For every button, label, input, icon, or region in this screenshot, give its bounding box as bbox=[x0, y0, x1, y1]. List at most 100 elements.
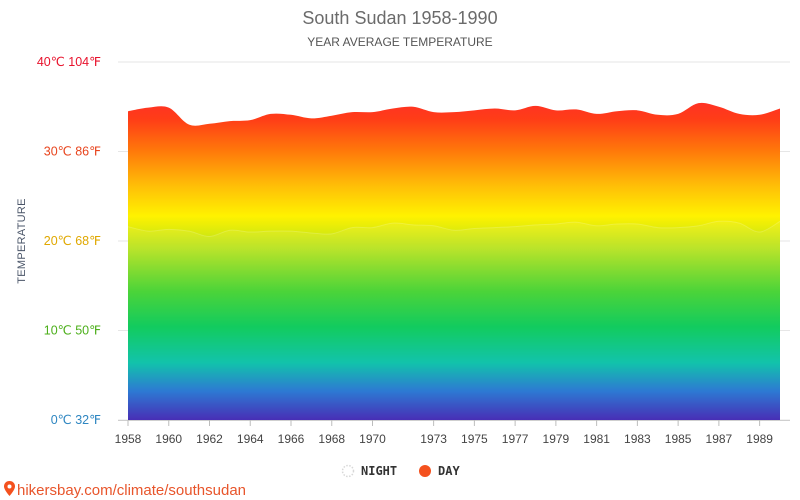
chart-title: South Sudan 1958-1990 bbox=[302, 8, 497, 28]
point-night-1985 bbox=[677, 227, 679, 229]
chart-subtitle: YEAR AVERAGE TEMPERATURE bbox=[307, 35, 492, 49]
point-night-1964 bbox=[249, 231, 251, 233]
y-tick-label-0: 0℃ 32℉ bbox=[51, 413, 101, 427]
legend-marker-day bbox=[419, 465, 431, 477]
point-night-1978 bbox=[535, 224, 537, 226]
legend-label-day: DAY bbox=[438, 464, 460, 478]
point-night-1976 bbox=[494, 227, 496, 229]
point-night-1973 bbox=[433, 225, 435, 227]
point-night-1987 bbox=[718, 221, 720, 223]
source-text: hikersbay.com/climate/southsudan bbox=[17, 482, 246, 499]
point-day-1977 bbox=[514, 110, 516, 112]
point-day-1964 bbox=[249, 119, 251, 121]
x-tick-label-1966: 1966 bbox=[278, 432, 305, 446]
point-night-1986 bbox=[698, 225, 700, 227]
point-night-1979 bbox=[555, 223, 557, 225]
area-day bbox=[128, 102, 780, 420]
point-day-1985 bbox=[677, 113, 679, 115]
point-day-1959 bbox=[148, 107, 150, 109]
point-night-1971 bbox=[392, 222, 394, 224]
point-day-1989 bbox=[759, 114, 761, 116]
point-day-1975 bbox=[474, 110, 476, 112]
point-day-1974 bbox=[453, 111, 455, 113]
point-day-1960 bbox=[168, 107, 170, 109]
point-night-1977 bbox=[514, 226, 516, 228]
point-day-1987 bbox=[718, 106, 720, 108]
point-day-1980 bbox=[575, 109, 577, 111]
point-night-1963 bbox=[229, 229, 231, 231]
source-link[interactable]: hikersbay.com/climate/southsudan bbox=[4, 481, 246, 499]
point-day-1979 bbox=[555, 110, 557, 112]
x-tick-label-1962: 1962 bbox=[196, 432, 223, 446]
point-night-1983 bbox=[637, 223, 639, 225]
point-day-1972 bbox=[412, 106, 414, 108]
x-tick-label-1968: 1968 bbox=[318, 432, 345, 446]
point-night-1969 bbox=[351, 227, 353, 229]
x-tick-label-1977: 1977 bbox=[502, 432, 529, 446]
point-night-1959 bbox=[148, 230, 150, 232]
area-night bbox=[128, 221, 780, 420]
point-night-1974 bbox=[453, 229, 455, 231]
point-day-1983 bbox=[637, 110, 639, 112]
point-night-1960 bbox=[168, 229, 170, 231]
point-night-1990 bbox=[779, 221, 781, 223]
y-tick-label-10: 10℃ 50℉ bbox=[44, 324, 101, 338]
point-day-1988 bbox=[738, 113, 740, 115]
legend-item-night[interactable]: NIGHT bbox=[341, 464, 398, 478]
x-tick-label-1979: 1979 bbox=[543, 432, 570, 446]
pin-dot bbox=[7, 484, 12, 489]
y-tick-label-30: 30℃ 86℉ bbox=[44, 145, 101, 159]
series-areas bbox=[127, 102, 781, 420]
point-night-1975 bbox=[474, 228, 476, 230]
point-day-1961 bbox=[188, 124, 190, 126]
y-tick-labels: 0℃ 32℉ 10℃ 50℉ 20℃ 68℉ 30℃ 86℉ 40℃ 104℉ bbox=[37, 55, 101, 427]
x-tick-label-1975: 1975 bbox=[461, 432, 488, 446]
x-tick-label-1989: 1989 bbox=[746, 432, 773, 446]
legend-label-night: NIGHT bbox=[361, 464, 397, 478]
point-day-1986 bbox=[698, 102, 700, 104]
x-tick-label-1981: 1981 bbox=[583, 432, 610, 446]
x-tick-label-1987: 1987 bbox=[706, 432, 733, 446]
point-day-1971 bbox=[392, 108, 394, 110]
point-night-1980 bbox=[575, 221, 577, 223]
x-tick-label-1985: 1985 bbox=[665, 432, 692, 446]
point-night-1988 bbox=[738, 222, 740, 224]
point-night-1966 bbox=[290, 230, 292, 232]
point-day-1981 bbox=[596, 113, 598, 115]
legend-item-day[interactable]: DAY bbox=[419, 464, 460, 478]
point-day-1978 bbox=[535, 105, 537, 107]
point-day-1990 bbox=[779, 108, 781, 110]
point-day-1962 bbox=[209, 123, 211, 125]
point-night-1982 bbox=[616, 223, 618, 225]
point-day-1976 bbox=[494, 108, 496, 110]
x-tick-label-1970: 1970 bbox=[359, 432, 386, 446]
point-day-1973 bbox=[433, 111, 435, 113]
x-tick-label-1958: 1958 bbox=[115, 432, 142, 446]
point-day-1984 bbox=[657, 114, 659, 116]
legend-marker-night bbox=[341, 464, 355, 478]
point-night-1965 bbox=[270, 230, 272, 232]
y-tick-label-20: 20℃ 68℉ bbox=[44, 234, 101, 248]
point-day-1970 bbox=[372, 111, 374, 113]
x-axis: 1958 1960 1962 1964 1966 1968 1970 1973 1975 1977… bbox=[115, 420, 790, 446]
point-day-1966 bbox=[290, 114, 292, 116]
point-day-1969 bbox=[351, 111, 353, 113]
point-night-1961 bbox=[188, 230, 190, 232]
point-night-1967 bbox=[311, 232, 313, 234]
x-tick-label-1973: 1973 bbox=[420, 432, 447, 446]
point-night-1972 bbox=[412, 224, 414, 226]
x-tick-label-1960: 1960 bbox=[155, 432, 182, 446]
point-night-1970 bbox=[372, 227, 374, 229]
point-day-1982 bbox=[616, 110, 618, 112]
x-tick-label-1983: 1983 bbox=[624, 432, 651, 446]
legend: NIGHT DAY bbox=[341, 464, 460, 478]
point-night-1984 bbox=[657, 227, 659, 229]
point-day-1968 bbox=[331, 115, 333, 117]
point-night-1968 bbox=[331, 233, 333, 235]
y-axis-label: TEMPERATURE bbox=[16, 198, 28, 284]
point-night-1989 bbox=[759, 231, 761, 233]
line-night bbox=[127, 220, 781, 238]
point-night-1981 bbox=[596, 225, 598, 227]
point-day-1958 bbox=[127, 110, 129, 112]
